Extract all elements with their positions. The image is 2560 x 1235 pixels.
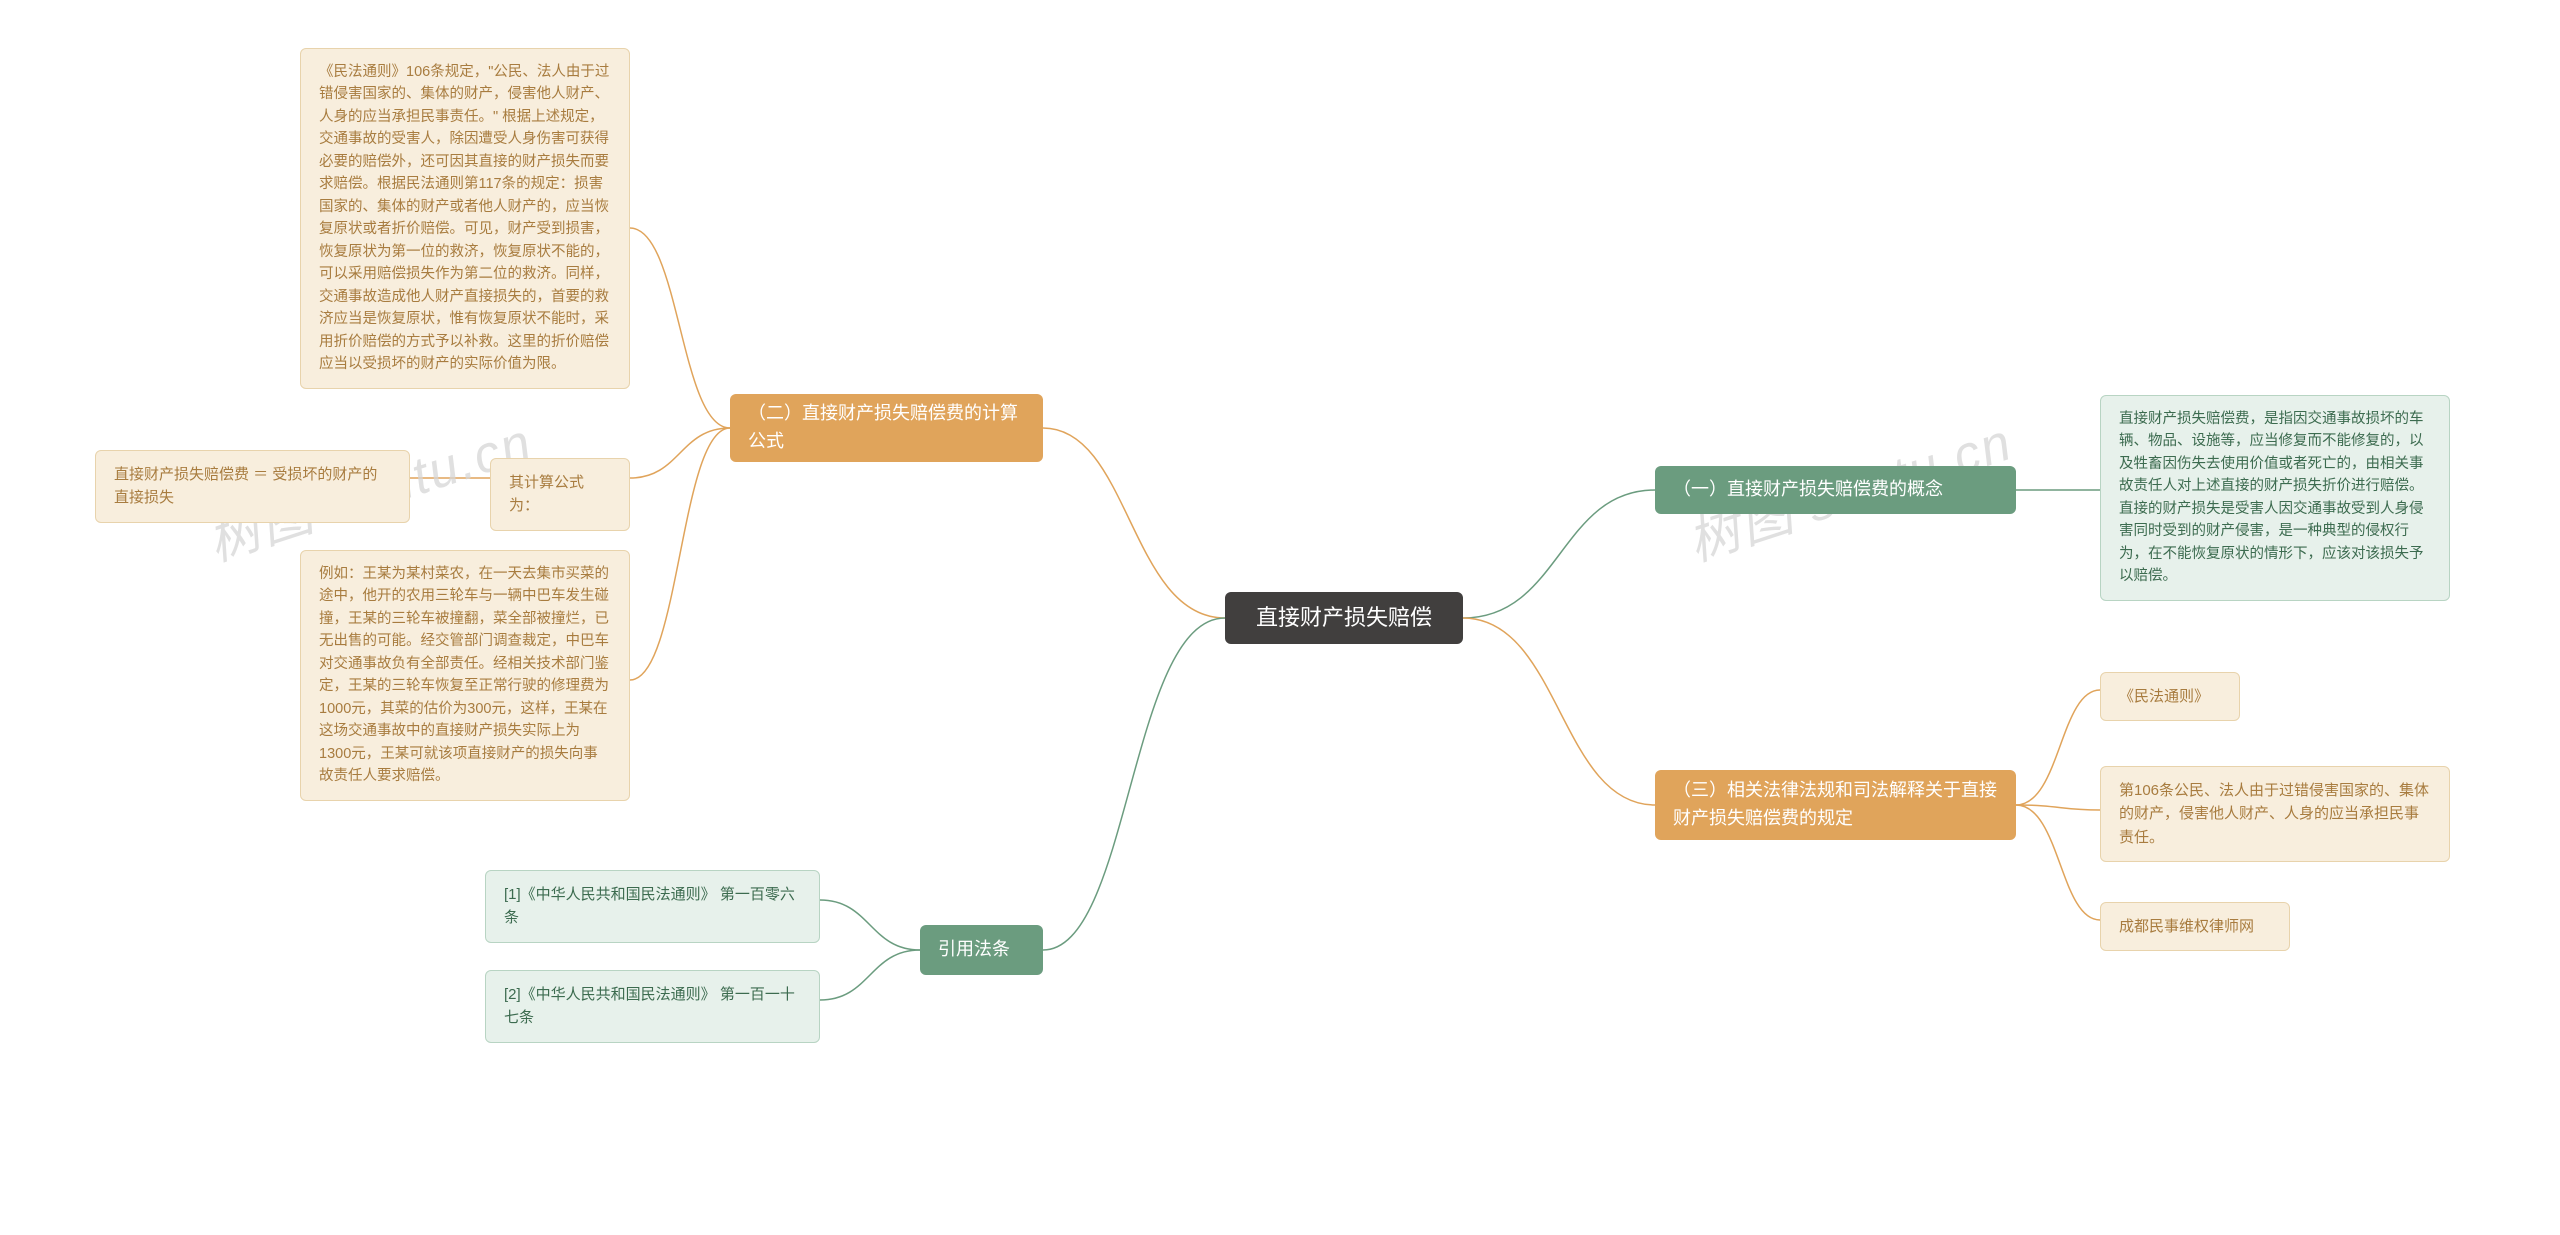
root-node[interactable]: 直接财产损失赔偿 [1225, 592, 1463, 644]
section-2-formula-label-text: 其计算公式为： [509, 471, 611, 518]
section-2-title[interactable]: （二）直接财产损失赔偿费的计算公式 [730, 394, 1043, 462]
section-3-title-text: （三）相关法律法规和司法解释关于直接财产损失赔偿费的规定 [1673, 777, 1998, 833]
section-1-title[interactable]: （一）直接财产损失赔偿费的概念 [1655, 466, 2016, 514]
section-3-item-a: 《民法通则》 [2100, 672, 2240, 721]
section-3-item-b-text: 第106条公民、法人由于过错侵害国家的、集体的财产，侵害他人财产、人身的应当承担… [2119, 779, 2431, 849]
section-3-item-c: 成都民事维权律师网 [2100, 902, 2290, 951]
section-3-item-b: 第106条公民、法人由于过错侵害国家的、集体的财产，侵害他人财产、人身的应当承担… [2100, 766, 2450, 862]
section-2-example-text: 例如：王某为某村菜农，在一天去集市买菜的途中，他开的农用三轮车与一辆中巴车发生碰… [319, 563, 611, 788]
section-1-body: 直接财产损失赔偿费，是指因交通事故损坏的车辆、物品、设施等，应当修复而不能修复的… [2100, 395, 2450, 601]
section-2-law-text: 《民法通则》106条规定，"公民、法人由于过错侵害国家的、集体的财产，侵害他人财… [319, 61, 611, 376]
section-4-item-b-text: [2]《中华人民共和国民法通则》 第一百一十七条 [504, 983, 801, 1030]
section-2-law: 《民法通则》106条规定，"公民、法人由于过错侵害国家的、集体的财产，侵害他人财… [300, 48, 630, 389]
section-4-item-b: [2]《中华人民共和国民法通则》 第一百一十七条 [485, 970, 820, 1043]
section-1-body-text: 直接财产损失赔偿费，是指因交通事故损坏的车辆、物品、设施等，应当修复而不能修复的… [2119, 408, 2431, 588]
section-3-item-a-text: 《民法通则》 [2119, 685, 2221, 708]
section-2-formula-label: 其计算公式为： [490, 458, 630, 531]
section-2-example: 例如：王某为某村菜农，在一天去集市买菜的途中，他开的农用三轮车与一辆中巴车发生碰… [300, 550, 630, 801]
section-4-title-text: 引用法条 [938, 936, 1025, 964]
section-2-title-text: （二）直接财产损失赔偿费的计算公式 [748, 400, 1025, 456]
section-4-item-a-text: [1]《中华人民共和国民法通则》 第一百零六条 [504, 883, 801, 930]
section-4-item-a: [1]《中华人民共和国民法通则》 第一百零六条 [485, 870, 820, 943]
section-2-formula-text: 直接财产损失赔偿费 ＝ 受损坏的财产的直接损失 [114, 463, 391, 510]
section-3-item-c-text: 成都民事维权律师网 [2119, 915, 2271, 938]
section-2-formula: 直接财产损失赔偿费 ＝ 受损坏的财产的直接损失 [95, 450, 410, 523]
section-3-title[interactable]: （三）相关法律法规和司法解释关于直接财产损失赔偿费的规定 [1655, 770, 2016, 840]
section-4-title[interactable]: 引用法条 [920, 925, 1043, 975]
section-1-title-text: （一）直接财产损失赔偿费的概念 [1673, 476, 1998, 504]
root-label: 直接财产损失赔偿 [1243, 601, 1445, 635]
